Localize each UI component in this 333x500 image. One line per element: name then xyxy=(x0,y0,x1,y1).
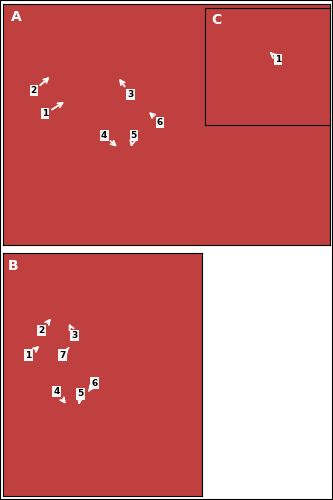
Text: 4: 4 xyxy=(101,131,116,146)
Text: 7: 7 xyxy=(59,348,69,360)
Text: 5: 5 xyxy=(78,390,84,403)
Text: 1: 1 xyxy=(42,103,63,118)
Text: 3: 3 xyxy=(120,80,134,99)
Text: 3: 3 xyxy=(70,326,78,340)
Text: B: B xyxy=(8,259,18,273)
Text: 1: 1 xyxy=(271,53,281,64)
Text: C: C xyxy=(211,12,221,26)
Text: 2: 2 xyxy=(31,78,48,96)
Text: 2: 2 xyxy=(39,320,50,336)
Text: 1: 1 xyxy=(26,347,38,360)
Text: 6: 6 xyxy=(89,378,98,391)
Text: 6: 6 xyxy=(151,114,163,126)
Text: 5: 5 xyxy=(130,131,137,145)
Text: 4: 4 xyxy=(53,387,65,402)
Text: A: A xyxy=(11,10,22,24)
